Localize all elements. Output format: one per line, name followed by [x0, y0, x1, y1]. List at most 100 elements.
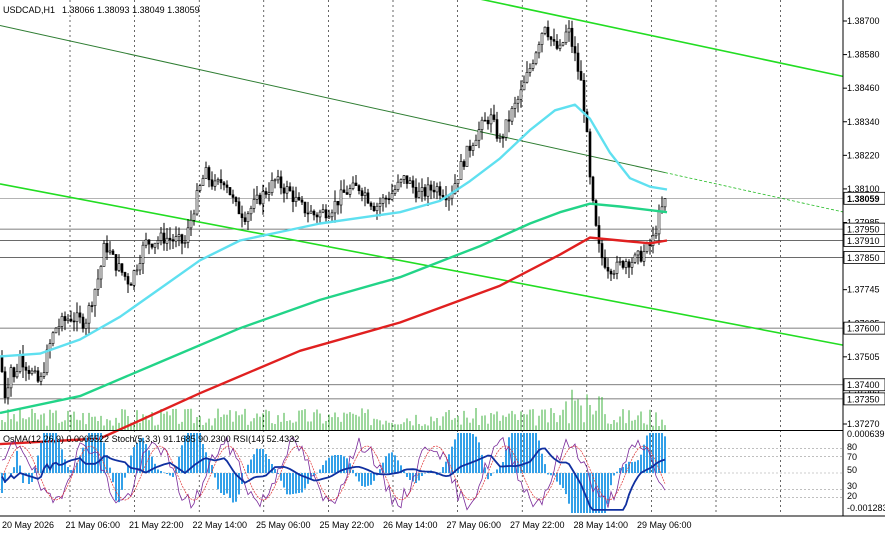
candle-body — [261, 191, 265, 205]
osma-bar — [85, 437, 87, 473]
candle-body — [393, 189, 397, 194]
osma-bar — [103, 442, 105, 473]
osma-bar — [445, 461, 447, 473]
x-tick-label: 27 May 06:00 — [447, 520, 502, 530]
candle-body — [561, 42, 565, 46]
candle-body — [600, 243, 604, 259]
osma-bar — [526, 433, 528, 473]
osma-bar — [625, 463, 627, 473]
osma-bar — [43, 433, 45, 473]
candle-body — [294, 196, 298, 202]
osma-bar — [547, 473, 549, 475]
candle-body — [60, 316, 64, 327]
osma-bar — [109, 467, 111, 473]
osma-bar — [319, 469, 321, 473]
osma-bar — [631, 462, 633, 473]
osma-bar — [1, 473, 3, 493]
osma-bar — [373, 473, 375, 481]
y-tick-label: 1.38220 — [847, 150, 880, 160]
candle-body — [525, 72, 529, 83]
osma-bar — [340, 455, 342, 473]
y-tick-label: 1.37270 — [847, 419, 880, 429]
osma-bar — [523, 433, 525, 473]
candle-body — [186, 227, 190, 243]
osma-bar — [139, 438, 141, 473]
osma-bar — [187, 433, 189, 473]
candle-body — [585, 111, 589, 133]
osma-bar — [460, 433, 462, 473]
osma-bar — [598, 473, 600, 513]
y-tick-label: 1.37745 — [847, 285, 880, 295]
candle-body — [51, 332, 55, 344]
candle-body — [306, 212, 310, 215]
candle-body — [537, 44, 541, 54]
candle-body — [276, 176, 280, 181]
candle-body — [252, 199, 256, 209]
y-tick-label: 1.38100 — [847, 184, 880, 194]
osma-bar — [622, 467, 624, 473]
osma-bar — [604, 473, 606, 513]
osma-bar — [127, 466, 129, 473]
candle-body — [372, 205, 376, 211]
candle-body — [129, 283, 133, 286]
candle-body — [99, 266, 103, 280]
candle-body — [15, 371, 19, 378]
candle-body — [471, 145, 475, 151]
candle-body — [480, 119, 484, 130]
candle-body — [417, 190, 421, 198]
osma-bar — [484, 467, 486, 473]
candle-body — [123, 272, 127, 277]
osma-bar — [643, 444, 645, 473]
osma-bar — [292, 473, 294, 494]
candle-body — [381, 197, 385, 204]
candle-body — [489, 114, 493, 125]
osma-bar — [628, 461, 630, 473]
candle-body — [438, 186, 442, 196]
osma-bar — [538, 440, 540, 473]
osma-bar — [229, 473, 231, 498]
candle-body — [387, 198, 391, 201]
candle-body — [66, 318, 70, 321]
osma-bar — [343, 456, 345, 473]
candle-body — [588, 131, 592, 178]
osma-bar — [475, 436, 477, 473]
candle-body — [213, 180, 217, 187]
candle-body — [21, 355, 25, 368]
level-label-box — [843, 251, 885, 264]
osma-bar — [55, 433, 57, 473]
candle-body — [159, 232, 163, 241]
indicator-tick-label: 0.000639 — [847, 429, 885, 439]
osma-bar — [367, 473, 369, 486]
osma-bar — [532, 433, 534, 473]
osma-bar — [271, 464, 273, 473]
osma-bar — [238, 473, 240, 495]
osma-bar — [223, 473, 225, 495]
current-price-label: 1.38059 — [847, 194, 880, 204]
candle-body — [609, 270, 613, 275]
osma-bar — [205, 452, 207, 473]
level-label: 1.37850 — [847, 253, 880, 263]
osma-bar — [457, 433, 459, 473]
moving-average-line — [0, 236, 668, 446]
osma-bar — [211, 465, 213, 473]
osma-bar — [418, 473, 420, 481]
x-tick-label: 21 May 22:00 — [129, 520, 184, 530]
candle-body — [522, 81, 526, 91]
candle-body — [591, 176, 595, 201]
candle-body — [390, 193, 394, 200]
candle-body — [627, 261, 631, 268]
osma-bar — [265, 454, 267, 473]
channel-line — [0, 24, 666, 174]
candle-body — [234, 197, 238, 203]
rsi-line — [1, 447, 666, 511]
osma-bar — [289, 473, 291, 495]
candle-body — [498, 136, 502, 139]
osma-bar — [496, 469, 498, 473]
osma-bar — [262, 449, 264, 473]
candle-body — [267, 192, 271, 195]
osma-bar — [574, 473, 576, 513]
osma-bar — [115, 473, 117, 501]
osma-bar — [166, 473, 168, 474]
osma-bar — [649, 433, 651, 473]
